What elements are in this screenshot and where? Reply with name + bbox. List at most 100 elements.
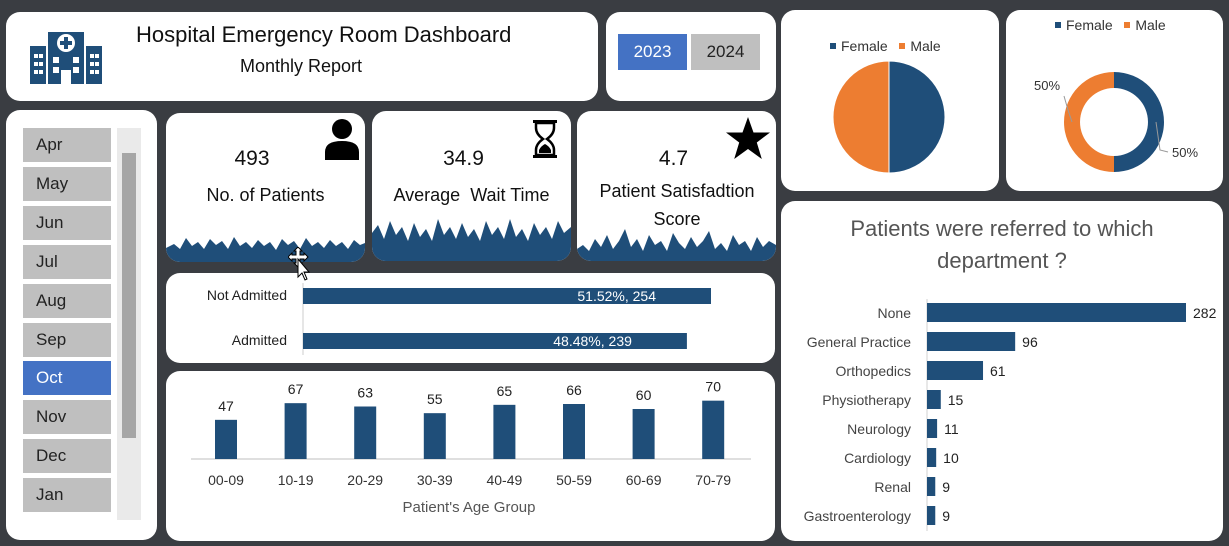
age-bar (563, 404, 585, 459)
department-bar-value: 11 (944, 421, 959, 437)
donut-leader-female (1155, 121, 1169, 153)
department-bar (927, 390, 941, 409)
month-button-may[interactable]: May (23, 166, 111, 201)
month-button-jun[interactable]: Jun (23, 205, 111, 240)
department-chart: None 282 General Practice 96 Orthopedics 61 Ph… (804, 299, 1217, 531)
age-group-chart-panel: 47 00-09 67 10-19 63 20-29 55 30-39 65 40-49 66 50-… (166, 371, 775, 541)
dashboard-subtitle: Monthly Report (239, 56, 363, 76)
department-category-label: Neurology (847, 421, 911, 437)
kpi-value-wait-time: 34.9 (443, 147, 484, 170)
year-button-2023[interactable]: 2023 (618, 34, 687, 70)
month-button-aug[interactable]: Aug (23, 283, 111, 318)
department-bar-value: 10 (943, 450, 959, 466)
age-category-label: 50-59 (556, 472, 592, 488)
gender-pie-chart (832, 60, 946, 174)
move-cursor-icon (288, 247, 311, 281)
age-axis-title: Patient's Age Group (403, 499, 536, 516)
gender-donut-panel: Female Male 50% 50% (1006, 10, 1223, 191)
month-slicer: Apr May Jun Jul Aug Sep Oct Nov Dec Jan (6, 110, 157, 540)
kpi-card-satisfaction: 4.7 Patient Satisfadtion Score (577, 111, 776, 261)
kpi-label-patients: No. of Patients (206, 185, 325, 205)
dashboard-title: Hospital Emergency Room Dashboard (136, 22, 512, 47)
legend-swatch-female (1055, 22, 1061, 29)
kpi-sparkline-wait-time (372, 219, 571, 261)
age-bar-value: 63 (357, 385, 373, 401)
month-button-jan[interactable]: Jan (23, 478, 111, 513)
age-category-label: 10-19 (278, 472, 314, 488)
admission-bar (303, 288, 711, 304)
age-bar (702, 400, 725, 459)
kpi-card-wait-time: 34.9 Average Wait Time (372, 111, 571, 261)
month-button-dec[interactable]: Dec (23, 439, 111, 474)
age-category-label: 00-09 (208, 472, 244, 488)
age-bar-value: 65 (497, 383, 513, 399)
kpi-label-satisfaction: Patient Satisfadtion Score (599, 181, 755, 229)
legend-female: Female (841, 38, 888, 54)
kpi-sparkline-satisfaction (577, 229, 776, 261)
age-bar (632, 409, 655, 459)
month-button-jul[interactable]: Jul (23, 244, 111, 279)
pie-slice-female (888, 60, 946, 174)
year-button-2024[interactable]: 2024 (691, 34, 760, 70)
admission-category-label: Admitted (232, 332, 287, 348)
month-button-apr[interactable]: Apr (23, 128, 111, 162)
age-category-label: 40-49 (486, 472, 522, 488)
department-category-label: Renal (874, 479, 911, 495)
month-button-oct[interactable]: Oct (23, 361, 111, 396)
department-bar (927, 506, 936, 525)
donut-label-female: 50% (1172, 145, 1198, 160)
age-bar-value: 60 (636, 387, 652, 403)
department-category-label: Cardiology (844, 450, 911, 466)
department-bar (927, 419, 938, 438)
department-bar-value: 9 (942, 479, 950, 495)
donut-label-male: 50% (1034, 78, 1060, 93)
department-bar (927, 303, 1186, 322)
month-button-sep[interactable]: Sep (23, 322, 111, 357)
age-bar (354, 406, 377, 459)
department-category-label: Orthopedics (836, 363, 911, 379)
donut-legend: Female Male (1055, 17, 1166, 33)
donut-segment-female (1114, 72, 1164, 172)
kpi-value-satisfaction: 4.7 (658, 147, 689, 170)
donut-segment-male (1064, 72, 1114, 172)
age-bar (493, 404, 516, 459)
year-slicer: 2023 2024 (606, 12, 776, 101)
age-bar-value: 47 (218, 398, 234, 414)
admission-bar-label: 51.52%, 254 (577, 288, 656, 304)
kpi-card-patients: 493 No. of Patients (166, 113, 365, 262)
age-bar (423, 413, 446, 459)
department-category-label: Gastroenterology (804, 508, 911, 524)
age-category-label: 60-69 (626, 472, 662, 488)
admission-bar-label: 48.48%, 239 (553, 333, 632, 349)
admission-chart: Not Admitted 51.52%, 254 Admitted 48.48%, 2… (207, 283, 711, 355)
age-category-label: 30-39 (417, 472, 453, 488)
age-bar-value: 67 (288, 381, 304, 397)
kpi-sparkline-patients (166, 237, 365, 262)
legend-swatch-male (1124, 22, 1131, 29)
kpi-label-wait-time: Average Wait Time (393, 185, 550, 205)
department-bar (927, 477, 936, 496)
age-bar (284, 403, 307, 459)
age-bar (215, 419, 237, 459)
age-bar-value: 70 (705, 379, 721, 395)
admission-chart-panel: Not Admitted 51.52%, 254 Admitted 48.48%, 2… (166, 273, 775, 363)
department-bar-value: 15 (948, 392, 964, 408)
department-category-label: None (878, 305, 912, 321)
department-chart-panel: Patients were referred to which departme… (781, 201, 1223, 541)
gender-donut-chart: 50% 50% (1034, 72, 1198, 172)
pie-legend: Female Male (830, 38, 941, 54)
age-group-chart: 47 00-09 67 10-19 63 20-29 55 30-39 65 40-49 66 50-… (191, 379, 751, 516)
hospital-icon (30, 32, 102, 84)
month-button-nov[interactable]: Nov (23, 400, 111, 435)
legend-swatch-female (830, 43, 836, 50)
department-bar-value: 96 (1022, 334, 1038, 350)
department-category-label: General Practice (807, 334, 911, 350)
department-bar (927, 448, 937, 467)
hourglass-icon (533, 120, 557, 158)
month-scrollbar-thumb[interactable] (122, 153, 136, 438)
legend-male: Male (910, 38, 941, 54)
department-category-label: Physiotherapy (822, 392, 911, 408)
department-bar-value: 282 (1193, 305, 1217, 321)
age-category-label: 20-29 (347, 472, 383, 488)
age-bar-value: 66 (566, 382, 582, 398)
